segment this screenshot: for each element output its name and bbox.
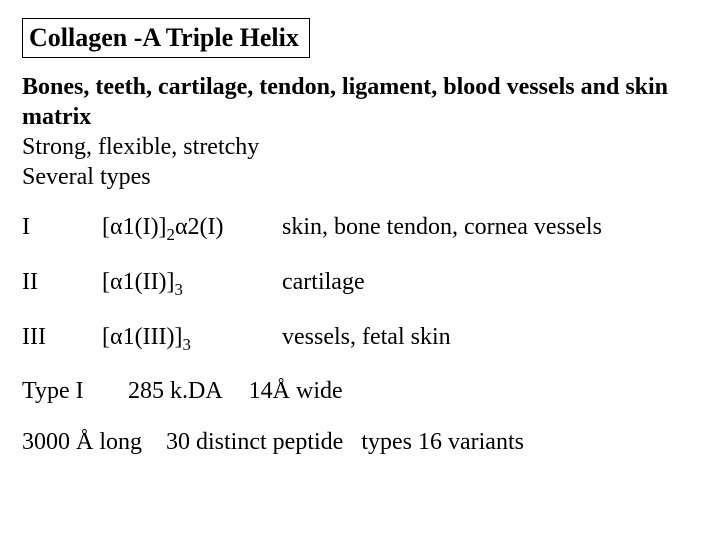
summary-row: 3000 Å long 30 distinct peptide types 16… <box>22 429 698 456</box>
type1-width: 14Å wide <box>249 378 343 405</box>
type-formula: [α1(III)]3 <box>102 324 282 355</box>
f-part: 1(III)] <box>123 324 183 350</box>
type-row: I [α1(I)]2α2(I) skin, bone tendon, corne… <box>22 214 698 245</box>
f-sub: 3 <box>183 334 191 353</box>
type1-label: Type I <box>22 378 102 405</box>
peptides: 30 distinct peptide <box>166 429 343 455</box>
intro-line3: Several types <box>22 162 698 192</box>
f-part: 1(II)] <box>123 269 175 295</box>
type1-mass: 285 k.DA <box>128 378 223 405</box>
f-part: [ <box>102 324 110 350</box>
f-part: [ <box>102 214 110 240</box>
f-alpha: α <box>175 214 188 240</box>
type-formula: [α1(II)]3 <box>102 269 282 300</box>
slide: Collagen -A Triple Helix Bones, teeth, c… <box>0 0 720 474</box>
f-part: 2(I) <box>188 214 224 240</box>
type-label: II <box>22 269 102 296</box>
intro-bold: Bones, teeth, cartilage, tendon, ligamen… <box>22 72 698 132</box>
length: 3000 Å long <box>22 429 142 455</box>
types-list: I [α1(I)]2α2(I) skin, bone tendon, corne… <box>22 214 698 354</box>
type-row: II [α1(II)]3 cartilage <box>22 269 698 300</box>
type1-dimensions: Type I 285 k.DA 14Å wide <box>22 378 698 405</box>
f-alpha: α <box>110 214 123 240</box>
type-label: III <box>22 324 102 351</box>
f-sub: 3 <box>175 280 183 299</box>
variants: types 16 variants <box>361 429 524 455</box>
type-tissue: cartilage <box>282 269 698 296</box>
f-alpha: α <box>110 324 123 350</box>
type-label: I <box>22 214 102 241</box>
type-formula: [α1(I)]2α2(I) <box>102 214 282 245</box>
f-part: [ <box>102 269 110 295</box>
f-sub: 2 <box>167 225 175 244</box>
intro-block: Bones, teeth, cartilage, tendon, ligamen… <box>22 72 698 192</box>
f-part: 1(I)] <box>123 214 167 240</box>
type-tissue: vessels, fetal skin <box>282 324 698 351</box>
intro-line2: Strong, flexible, stretchy <box>22 132 698 162</box>
type-tissue: skin, bone tendon, cornea vessels <box>282 214 698 241</box>
type-row: III [α1(III)]3 vessels, fetal skin <box>22 324 698 355</box>
f-alpha: α <box>110 269 123 295</box>
title: Collagen -A Triple Helix <box>22 18 310 58</box>
